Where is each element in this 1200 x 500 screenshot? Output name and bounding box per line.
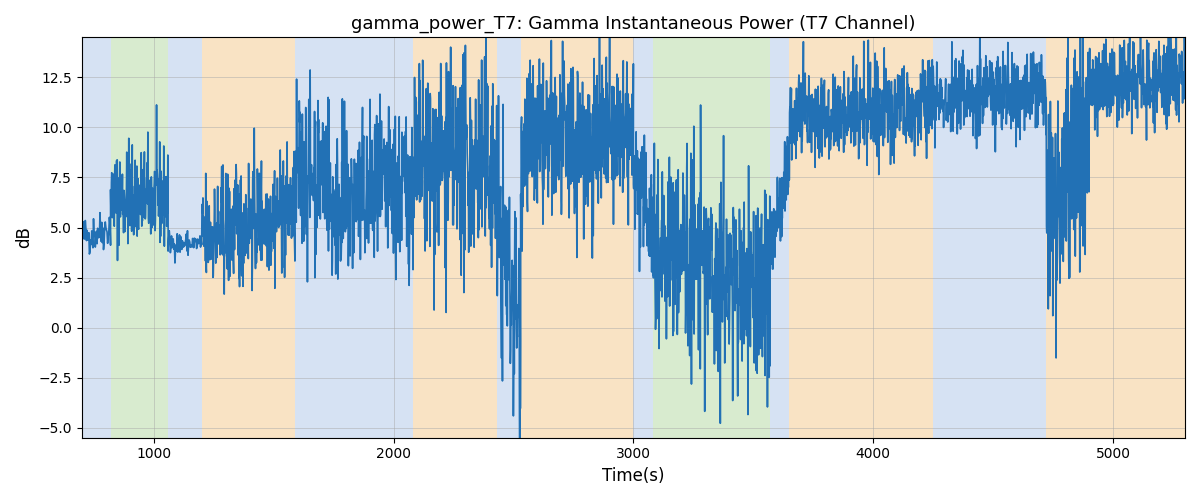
Bar xyxy=(634,38,653,438)
Bar xyxy=(790,38,934,438)
Bar xyxy=(521,38,634,438)
Bar xyxy=(295,38,329,438)
Bar xyxy=(1046,38,1090,438)
X-axis label: Time(s): Time(s) xyxy=(602,467,665,485)
Bar xyxy=(1090,38,1186,438)
Bar xyxy=(110,38,168,438)
Y-axis label: dB: dB xyxy=(14,226,34,248)
Title: gamma_power_T7: Gamma Instantaneous Power (T7 Channel): gamma_power_T7: Gamma Instantaneous Powe… xyxy=(352,15,916,34)
Bar xyxy=(82,38,110,438)
Bar xyxy=(202,38,295,438)
Bar xyxy=(934,38,1046,438)
Bar xyxy=(770,38,790,438)
Bar xyxy=(413,38,497,438)
Bar xyxy=(497,38,521,438)
Bar xyxy=(168,38,202,438)
Bar xyxy=(653,38,770,438)
Bar xyxy=(329,38,413,438)
